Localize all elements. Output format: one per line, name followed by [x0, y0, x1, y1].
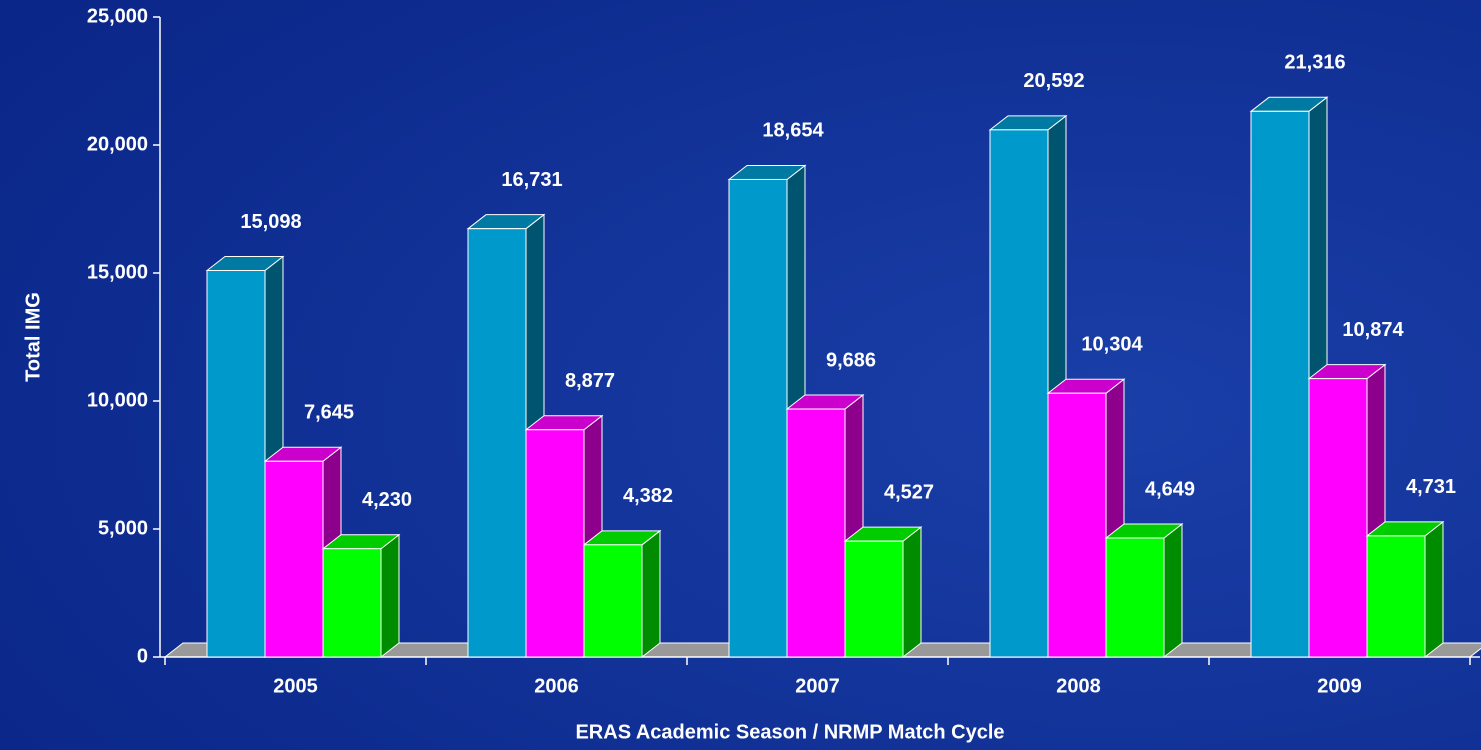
bar: [322, 548, 382, 658]
data-label: 10,874: [1342, 319, 1404, 341]
data-label: 16,731: [501, 169, 562, 191]
x-tick-label: 2009: [1317, 675, 1362, 697]
bar: [844, 540, 904, 658]
bar-side: [1163, 522, 1183, 659]
bar: [989, 129, 1049, 658]
y-tick-label: 10,000: [87, 389, 148, 411]
x-tick-label: 2007: [795, 675, 840, 697]
bar: [1308, 378, 1368, 658]
bar: [1047, 392, 1107, 658]
data-label: 20,592: [1023, 70, 1084, 92]
bar-side: [902, 526, 922, 659]
x-tick-label: 2005: [273, 675, 318, 697]
y-tick-label: 25,000: [87, 5, 148, 27]
bar: [206, 269, 266, 658]
x-tick-label: 2006: [534, 675, 579, 697]
bar: [1105, 537, 1165, 658]
bar-side: [380, 533, 400, 659]
data-label: 9,686: [826, 349, 876, 371]
data-label: 21,316: [1284, 52, 1345, 74]
x-axis-label: ERAS Academic Season / NRMP Match Cycle: [575, 721, 1004, 743]
data-label: 15,098: [240, 211, 301, 233]
y-axis-label: Total IMG: [22, 292, 44, 382]
y-tick-label: 20,000: [87, 133, 148, 155]
data-label: 18,654: [762, 120, 824, 142]
bar: [728, 178, 788, 658]
data-label: 4,230: [362, 489, 412, 511]
data-label: 4,731: [1406, 476, 1456, 498]
bar: [583, 544, 643, 658]
bar-side: [641, 529, 661, 659]
y-tick-label: 0: [137, 645, 148, 667]
data-label: 10,304: [1081, 333, 1143, 355]
bar: [1366, 535, 1426, 658]
y-tick-label: 5,000: [98, 517, 148, 539]
bar: [525, 429, 585, 658]
data-label: 4,382: [623, 485, 673, 507]
bar: [467, 228, 527, 658]
bar: [1250, 110, 1310, 658]
data-label: 4,649: [1145, 478, 1195, 500]
data-label: 7,645: [304, 402, 354, 424]
bar: [786, 408, 846, 658]
y-tick-label: 15,000: [87, 261, 148, 283]
bar-side: [1424, 520, 1444, 659]
data-label: 8,877: [565, 370, 615, 392]
bar: [264, 460, 324, 658]
data-label: 4,527: [884, 481, 934, 503]
x-tick-label: 2008: [1056, 675, 1101, 697]
